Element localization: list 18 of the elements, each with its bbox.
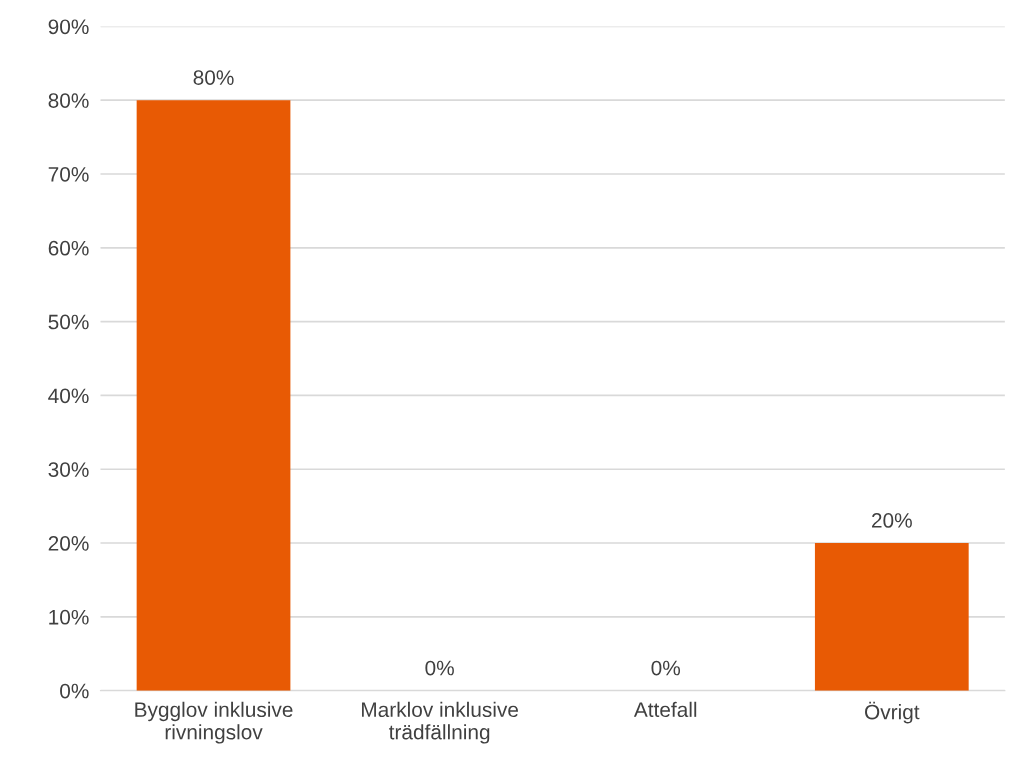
y-tick-label: 80%: [48, 93, 89, 108]
data-label: 0%: [651, 660, 681, 676]
x-tick-label: Attefall: [633, 701, 697, 718]
y-tick-label: 50%: [48, 314, 89, 330]
y-tick-label: 10%: [49, 609, 89, 625]
y-tick-label: 20%: [48, 536, 89, 551]
x-tick-label: Bygglov inklusive rivningslov: [135, 701, 293, 744]
y-tick-label: 40%: [48, 388, 89, 404]
y-tick-label: 70%: [48, 167, 89, 182]
y-tick-label: 30%: [48, 462, 89, 477]
y-tick-label: 0%: [60, 683, 89, 699]
data-label: 80%: [193, 70, 234, 85]
data-label: 0%: [425, 660, 454, 676]
data-label: 20%: [872, 513, 912, 528]
x-tick-label: Övrigt: [865, 701, 920, 724]
x-tick-label: Marklov inklusive trädfällning: [362, 701, 518, 744]
y-tick-label: 60%: [48, 240, 89, 256]
y-tick-label: 90%: [48, 19, 89, 35]
